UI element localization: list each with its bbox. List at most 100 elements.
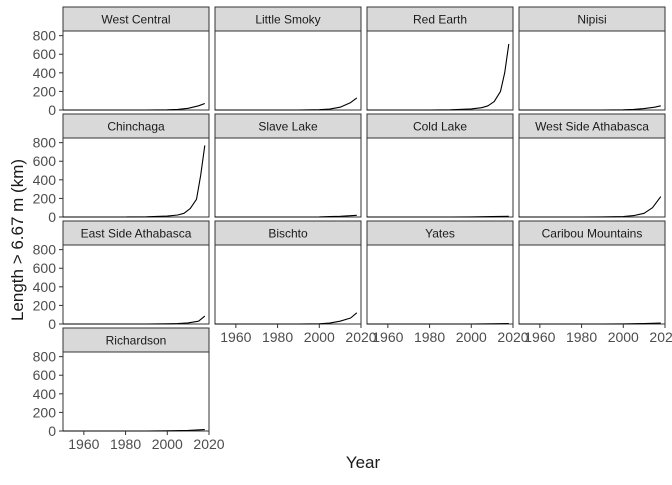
x-tick-label: 1960	[372, 329, 403, 345]
facet-panel: West Central 0 200 400 600 800	[33, 6, 210, 118]
series-line	[63, 429, 205, 432]
facet-panel: Cold Lake	[366, 113, 514, 218]
y-tick-label: 800	[33, 28, 57, 44]
panel-frame	[62, 351, 210, 432]
panel-frame	[214, 137, 362, 218]
x-tick-label: 1980	[566, 329, 597, 345]
facet-strip-label: Chinchaga	[107, 120, 165, 134]
panel-frame	[366, 30, 514, 111]
facet-strip-label: Yates	[425, 227, 455, 241]
facet-strip	[62, 6, 210, 32]
facet-strip	[518, 113, 666, 139]
y-tick-label: 400	[33, 65, 57, 81]
series-line	[519, 105, 661, 111]
y-tick-label: 0	[48, 423, 56, 439]
facet-strip-label: West Central	[101, 13, 170, 27]
facet-panel: Caribou Mountains 1960 1980 2000 2020	[518, 220, 672, 345]
series-line	[367, 43, 510, 111]
facet-strip	[518, 220, 666, 246]
y-tick-label: 600	[33, 367, 57, 383]
facet-strip-label: Cold Lake	[413, 120, 467, 134]
facet-strip-label: Nipisi	[577, 13, 606, 27]
facet-strip	[518, 6, 666, 32]
x-tick-label: 2020	[345, 329, 376, 345]
y-tick-label: 800	[33, 349, 57, 365]
facet-panel: Red Earth	[366, 6, 514, 111]
facet-strip-label: Little Smoky	[255, 13, 320, 27]
y-tick-label: 600	[33, 153, 57, 169]
panel-frame	[366, 137, 514, 218]
series-line	[63, 145, 206, 218]
series-line	[63, 315, 206, 325]
facet-strip-label: Bischto	[268, 227, 308, 241]
facet-strip-label: East Side Athabasca	[81, 227, 192, 241]
facet-panel: Chinchaga 0 200 400 600 800	[33, 113, 210, 225]
y-tick-label: 200	[33, 297, 57, 313]
y-tick-label: 800	[33, 135, 57, 151]
y-tick-label: 600	[33, 46, 57, 62]
x-tick-label: 1960	[220, 329, 251, 345]
y-tick-label: 800	[33, 242, 57, 258]
y-tick-label: 400	[33, 279, 57, 295]
y-axis-title: Length > 6.67 m (km)	[8, 159, 27, 321]
x-tick-label: 2000	[304, 329, 335, 345]
y-tick-label: 400	[33, 172, 57, 188]
facet-panel: Richardson 0 200 400 600 800 1960 1980 2000 2020	[33, 327, 225, 452]
x-tick-label: 2000	[456, 329, 487, 345]
x-tick-label: 2000	[152, 436, 183, 452]
x-tick-label: 2000	[608, 329, 639, 345]
x-tick-label: 2020	[649, 329, 672, 345]
panel-frame	[518, 30, 666, 111]
series-line	[367, 215, 509, 218]
y-tick-label: 0	[48, 102, 56, 118]
panel-frame	[518, 244, 666, 325]
facet-strip	[214, 6, 362, 32]
facet-panel: West Side Athabasca	[518, 113, 666, 218]
panel-frame	[214, 30, 362, 111]
x-axis-title: Year	[346, 453, 381, 472]
facet-strip-label: Slave Lake	[258, 120, 318, 134]
series-line	[519, 196, 662, 218]
x-tick-label: 1980	[262, 329, 293, 345]
panel-frame	[214, 244, 362, 325]
x-tick-label: 2020	[497, 329, 528, 345]
y-tick-label: 400	[33, 386, 57, 402]
facet-strip	[366, 113, 514, 139]
y-tick-label: 0	[48, 209, 56, 225]
facet-strip-label: Red Earth	[413, 13, 467, 27]
series-line	[215, 312, 358, 325]
panel-frame	[366, 244, 514, 325]
y-tick-label: 600	[33, 260, 57, 276]
panel-frame	[62, 30, 210, 111]
facet-strip	[62, 220, 210, 246]
facet-panel: Yates 1960 1980 2000 2020	[366, 220, 529, 345]
x-tick-label: 1980	[414, 329, 445, 345]
facet-strip	[62, 327, 210, 353]
facet-panel: Nipisi	[518, 6, 666, 111]
series-line	[215, 97, 358, 111]
facet-strip-label: West Side Athabasca	[535, 120, 649, 134]
x-tick-label: 1960	[524, 329, 555, 345]
y-tick-label: 200	[33, 190, 57, 206]
facet-strip-label: Richardson	[106, 334, 167, 348]
facet-panel: East Side Athabasca 0 200 400 600 800	[33, 220, 210, 332]
facet-panel: Little Smoky	[214, 6, 362, 111]
y-tick-label: 200	[33, 404, 57, 420]
facet-strip-label: Caribou Mountains	[542, 227, 643, 241]
x-tick-label: 2020	[193, 436, 224, 452]
y-tick-label: 0	[48, 316, 56, 332]
x-tick-label: 1980	[110, 436, 141, 452]
facet-strip	[366, 220, 514, 246]
x-tick-label: 1960	[68, 436, 99, 452]
series-line	[215, 214, 357, 218]
y-tick-label: 200	[33, 83, 57, 99]
facet-panel: Bischto 1960 1980 2000 2020	[214, 220, 377, 345]
facet-strip	[214, 220, 362, 246]
series-line	[519, 322, 661, 325]
panel-frame	[62, 137, 210, 218]
series-line	[63, 102, 205, 111]
panel-frame	[62, 244, 210, 325]
series-line	[367, 322, 509, 325]
facet-strip	[366, 6, 514, 32]
